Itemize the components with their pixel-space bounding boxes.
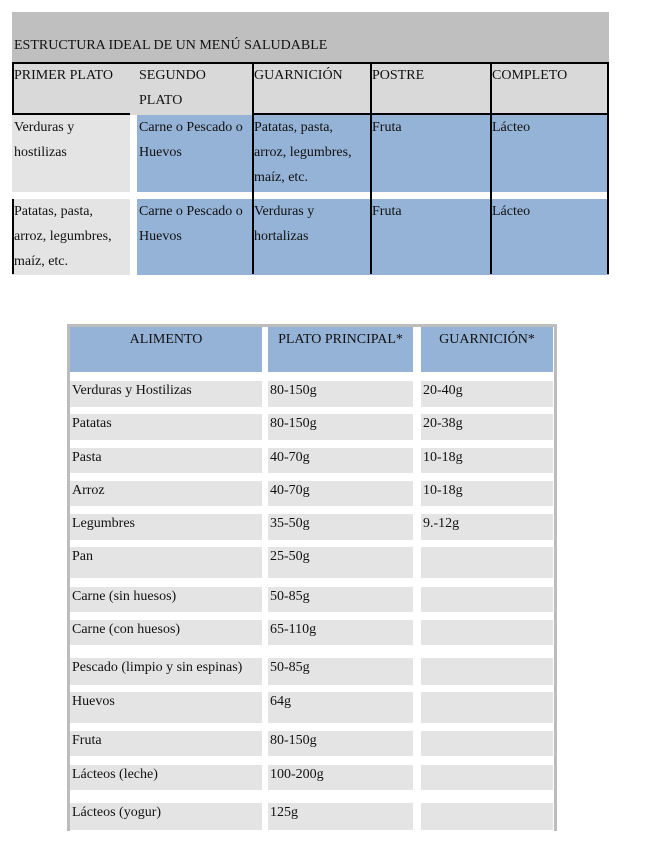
header-cell: COMPLETO [490, 63, 609, 115]
table-cell: 40-70g [268, 448, 413, 473]
table-cell [421, 658, 553, 685]
table-cell: Patatas, pasta, arroz, legumbres, maíz, … [12, 199, 130, 275]
header-cell: GUARNICIÓN [252, 63, 370, 115]
header-cell: POSTRE [370, 63, 490, 115]
divider [12, 199, 14, 274]
table-title: ESTRUCTURA IDEAL DE UN MENÚ SALUDABLE [14, 38, 328, 53]
table-cell: 20-40g [421, 381, 553, 407]
table-cell: 65-110g [268, 620, 413, 645]
table-cell: Legumbres [70, 514, 262, 540]
column-header: ALIMENTO [70, 327, 262, 372]
table-cell [421, 731, 553, 756]
column-header: GUARNICIÓN* [421, 327, 553, 372]
divider [252, 113, 609, 115]
table-cell [421, 620, 553, 645]
table-cell: Patatas, pasta, arroz, legumbres, maíz, … [252, 115, 370, 192]
divider [12, 113, 130, 115]
table-cell [421, 692, 553, 723]
table-cell: 80-150g [268, 414, 413, 440]
table-cell: 10-18g [421, 448, 553, 473]
divider [252, 63, 254, 274]
table-cell [421, 765, 553, 790]
table-cell: 50-85g [268, 587, 413, 612]
divider [12, 63, 14, 115]
table-cell: 9.-12g [421, 514, 553, 540]
table-cell: 100-200g [268, 765, 413, 790]
table-cell: Carne o Pescado o Huevos [137, 115, 252, 192]
table-cell: 10-18g [421, 481, 553, 506]
column-header: PLATO PRINCIPAL* [268, 327, 413, 372]
table-cell [421, 803, 553, 830]
table-cell: 25-50g [268, 547, 413, 578]
table-cell: Carne (con huesos) [70, 620, 262, 645]
table-cell: 50-85g [268, 658, 413, 685]
table-cell: Patatas [70, 414, 262, 440]
table-cell: 125g [268, 803, 413, 830]
table-cell: Lácteo [490, 115, 609, 192]
table-cell: 80-150g [268, 731, 413, 756]
table-cell: Lácteos (leche) [70, 765, 262, 790]
table-cell: Carne o Pescado o Huevos [137, 199, 252, 275]
table-cell: Pasta [70, 448, 262, 473]
table-cell [421, 587, 553, 612]
table-cell: Verduras y hostilizas [12, 115, 130, 192]
divider [370, 63, 372, 274]
table-cell: Verduras y Hostilizas [70, 381, 262, 407]
table-frame [67, 324, 557, 831]
table-cell [421, 547, 553, 578]
table-cell: Fruta [70, 731, 262, 756]
table-cell: 80-150g [268, 381, 413, 407]
divider [490, 63, 492, 274]
table-cell: Arroz [70, 481, 262, 506]
table-cell: Fruta [370, 199, 490, 275]
table-cell: 64g [268, 692, 413, 723]
table-cell: Pescado (limpio y sin espinas) [70, 658, 262, 685]
table-cell: 40-70g [268, 481, 413, 506]
table-cell: 35-50g [268, 514, 413, 540]
title-band [12, 12, 609, 63]
table-cell: Huevos [70, 692, 262, 723]
table-cell: Pan [70, 547, 262, 578]
table-cell: Lácteo [490, 199, 609, 275]
divider [607, 63, 609, 274]
table-cell: Fruta [370, 115, 490, 192]
table-cell: Lácteos (yogur) [70, 803, 262, 830]
divider [12, 62, 609, 64]
header-cell: PRIMER PLATO [12, 63, 130, 115]
table-cell: 20-38g [421, 414, 553, 440]
table-cell: Verduras y hortalizas [252, 199, 370, 275]
header-cell: SEGUNDO PLATO [130, 63, 252, 115]
table-cell: Carne (sin huesos) [70, 587, 262, 612]
